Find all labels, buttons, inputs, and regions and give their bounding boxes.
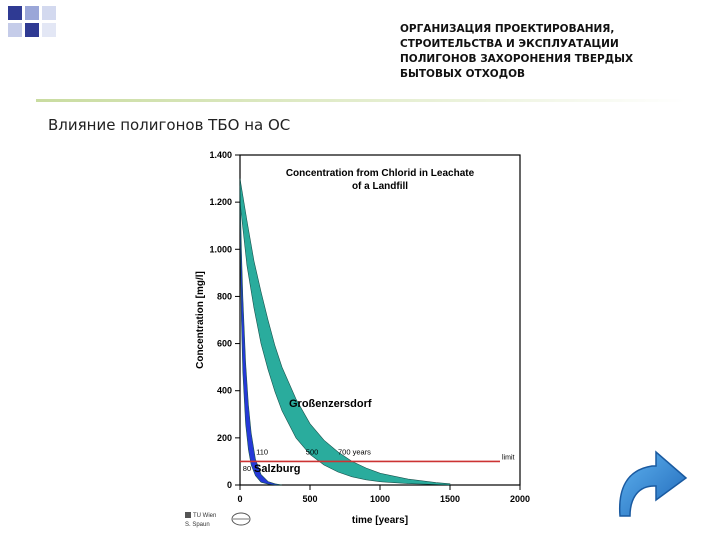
y-tick-label-6: 1.200: [209, 197, 232, 207]
y-tick-label-3: 600: [217, 339, 232, 349]
chart-title-line-1: Concentration from Chlorid in Leachate: [286, 168, 475, 179]
decorative-squares: [0, 0, 70, 45]
x-tick-label-2: 1000: [370, 494, 390, 504]
y-tick-label-0: 0: [227, 480, 232, 490]
square-6: [42, 23, 56, 37]
annotation-1: 500: [306, 447, 319, 456]
series-label-0: Großenzersdorf: [289, 398, 372, 410]
slide-subtitle: Влияние полигонов ТБО на ОС: [48, 116, 291, 134]
logo-mark: [185, 512, 191, 518]
header-line-3: ПОЛИГОНОВ ЗАХОРОНЕНИЯ ТВЕРДЫХ: [400, 53, 634, 65]
annotation-2: 700 years: [338, 447, 371, 456]
header-divider: [36, 99, 686, 102]
slide-header-title: ОРГАНИЗАЦИЯ ПРОЕКТИРОВАНИЯ, СТРОИТЕЛЬСТВ…: [400, 22, 700, 82]
logo-seal-icon: [231, 512, 251, 526]
header-line-4: БЫТОВЫХ ОТХОДОВ: [400, 68, 525, 80]
logo-text-2: S. Spaun: [185, 522, 210, 528]
chart-title-line-2: of a Landfill: [352, 181, 408, 192]
x-tick-label-0: 0: [237, 494, 242, 504]
y-tick-label-5: 1.000: [209, 244, 232, 254]
series-band-1: [239, 185, 283, 486]
chloride-concentration-chart: limit 0 200 400 600 800 1.000 1.200 1.400 0 500 100…: [195, 150, 530, 526]
square-2: [25, 6, 39, 20]
limit-label: limit: [502, 454, 514, 461]
square-4: [8, 23, 22, 37]
annotation-3: 80: [243, 464, 251, 473]
y-tick-label-4: 800: [217, 291, 232, 301]
square-3: [42, 6, 56, 20]
square-5: [25, 23, 39, 37]
university-logo: TU Wien S. Spaun: [185, 512, 251, 528]
series-label-1: Salzburg: [254, 463, 300, 475]
next-slide-button[interactable]: [612, 440, 692, 520]
x-tick-label-4: 2000: [510, 494, 530, 504]
plot-frame: [239, 154, 521, 486]
header-line-1: ОРГАНИЗАЦИЯ ПРОЕКТИРОВАНИЯ,: [400, 23, 615, 35]
header-line-2: СТРОИТЕЛЬСТВА И ЭКСПЛУАТАЦИИ: [400, 38, 619, 50]
x-tick-label-3: 1500: [440, 494, 460, 504]
logo-text-1: TU Wien: [193, 513, 216, 519]
x-axis-label: time [years]: [352, 515, 408, 526]
square-1: [8, 6, 22, 20]
y-tick-label-7: 1.400: [209, 150, 232, 160]
y-tick-label-1: 200: [217, 433, 232, 443]
y-axis-label: Concentration [mg/l]: [195, 271, 206, 369]
curved-arrow-icon[interactable]: [618, 450, 688, 517]
y-tick-label-2: 400: [217, 386, 232, 396]
annotation-0: 110: [256, 447, 268, 456]
x-tick-label-1: 500: [302, 494, 317, 504]
